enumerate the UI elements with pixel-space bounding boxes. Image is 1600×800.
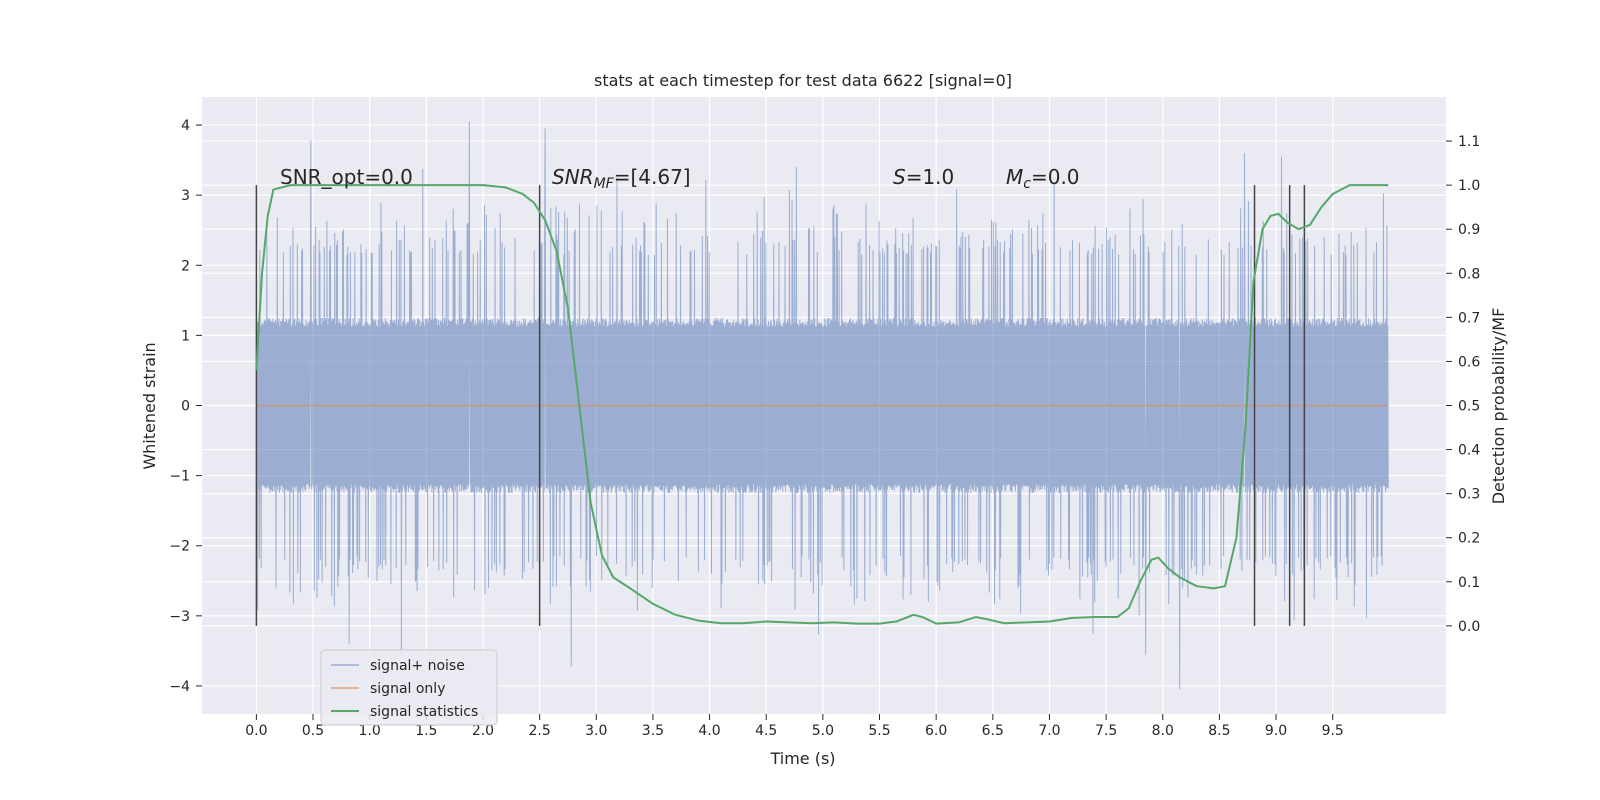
y-left-tick-label: −4 bbox=[169, 679, 190, 695]
legend-label: signal statistics bbox=[370, 704, 478, 720]
y-left-tick-label: 4 bbox=[181, 118, 190, 134]
annotation-s-symbol: S bbox=[893, 165, 906, 189]
series-signal-statistics bbox=[255, 184, 1389, 625]
plot-area bbox=[202, 97, 1446, 714]
annotations: SNR_opt=0.0 SNRMF=[4.67] S=1.0 Mc=0.0 bbox=[280, 165, 1080, 192]
x-axis-label: Time (s) bbox=[769, 749, 835, 768]
y-right-tick-label: 1.1 bbox=[1458, 134, 1480, 150]
y-left-tick-label: 2 bbox=[181, 258, 190, 274]
y-axis-left-label: Whitened strain bbox=[140, 342, 159, 469]
y-right-tick-label: 0.8 bbox=[1458, 266, 1480, 282]
x-tick-label: 5.5 bbox=[868, 723, 890, 739]
legend: signal+ noise signal only signal statistic… bbox=[320, 649, 498, 726]
x-tick-label: 5.0 bbox=[812, 723, 834, 739]
annotation-mc: Mc=0.0 bbox=[1006, 165, 1080, 192]
annotation-snr-opt: SNR_opt=0.0 bbox=[280, 165, 413, 189]
series-signal-noise bbox=[255, 121, 1389, 690]
x-tick-label: 4.5 bbox=[755, 723, 777, 739]
x-axis: 0.0 0.5 1.0 1.5 2.0 2.5 3.0 3.5 4.0 4.5 5.0 5.5 6.0 6… bbox=[245, 714, 1344, 739]
x-tick-label: 1.5 bbox=[415, 723, 437, 739]
annotation-snr-mf-subscript: MF bbox=[594, 176, 615, 192]
annotation-s-value: =1.0 bbox=[906, 165, 955, 189]
y-left-tick-label: −2 bbox=[169, 539, 190, 555]
x-tick-label: 9.5 bbox=[1322, 723, 1344, 739]
annotation-s: S=1.0 bbox=[893, 165, 954, 189]
x-tick-label: 0.5 bbox=[302, 723, 324, 739]
x-tick-label: 7.5 bbox=[1095, 723, 1117, 739]
x-tick-label: 1.0 bbox=[359, 723, 381, 739]
x-tick-label: 8.0 bbox=[1152, 723, 1174, 739]
y-right-tick-label: 0.3 bbox=[1458, 487, 1480, 503]
y-right-tick-label: 0.1 bbox=[1458, 575, 1480, 591]
vertical-markers bbox=[255, 185, 1306, 626]
x-tick-label: 2.0 bbox=[472, 723, 494, 739]
y-right-tick-label: 0.2 bbox=[1458, 531, 1480, 547]
annotation-mc-subscript: c bbox=[1023, 176, 1031, 192]
y-left-tick-label: 3 bbox=[181, 188, 190, 204]
x-tick-label: 6.5 bbox=[982, 723, 1004, 739]
annotation-snr-mf-value: =[4.67] bbox=[614, 165, 691, 189]
x-tick-label: 0.0 bbox=[245, 723, 267, 739]
y-left-tick-label: −1 bbox=[169, 469, 190, 485]
y-right-tick-label: 0.5 bbox=[1458, 399, 1480, 415]
annotation-snr-mf-symbol: SNR bbox=[552, 165, 594, 189]
y-axis-right: 0.0 0.1 0.2 0.3 0.4 0.5 0.6 0.7 0.8 0.9 1.0 1.1 bbox=[1446, 134, 1480, 635]
y-right-tick-label: 1.0 bbox=[1458, 178, 1480, 194]
y-axis-left: −4 −3 −2 −1 0 1 2 3 4 bbox=[169, 118, 202, 695]
y-right-tick-label: 0.7 bbox=[1458, 310, 1480, 326]
x-tick-label: 6.0 bbox=[925, 723, 947, 739]
legend-label: signal+ noise bbox=[370, 658, 465, 674]
y-left-tick-label: 0 bbox=[181, 399, 190, 415]
annotation-snr-mf: SNRMF=[4.67] bbox=[552, 165, 691, 192]
x-tick-label: 7.0 bbox=[1038, 723, 1060, 739]
y-right-tick-label: 0.4 bbox=[1458, 443, 1480, 459]
x-tick-label: 4.0 bbox=[698, 723, 720, 739]
x-tick-label: 9.0 bbox=[1265, 723, 1287, 739]
annotation-mc-symbol: M bbox=[1006, 165, 1023, 189]
y-left-tick-label: −3 bbox=[169, 609, 190, 625]
y-right-tick-label: 0.0 bbox=[1458, 619, 1480, 635]
chart-title: stats at each timestep for test data 662… bbox=[594, 71, 1012, 90]
x-tick-label: 8.5 bbox=[1208, 723, 1230, 739]
x-tick-label: 2.5 bbox=[528, 723, 550, 739]
x-tick-label: 3.0 bbox=[585, 723, 607, 739]
x-tick-label: 3.5 bbox=[642, 723, 664, 739]
y-right-tick-label: 0.9 bbox=[1458, 222, 1480, 238]
y-axis-right-label: Detection probability/MF bbox=[1489, 308, 1508, 505]
legend-label: signal only bbox=[370, 681, 445, 697]
annotation-mc-value: =0.0 bbox=[1031, 165, 1080, 189]
y-left-tick-label: 1 bbox=[181, 328, 190, 344]
y-right-tick-label: 0.6 bbox=[1458, 354, 1480, 370]
legend-frame bbox=[320, 649, 498, 726]
